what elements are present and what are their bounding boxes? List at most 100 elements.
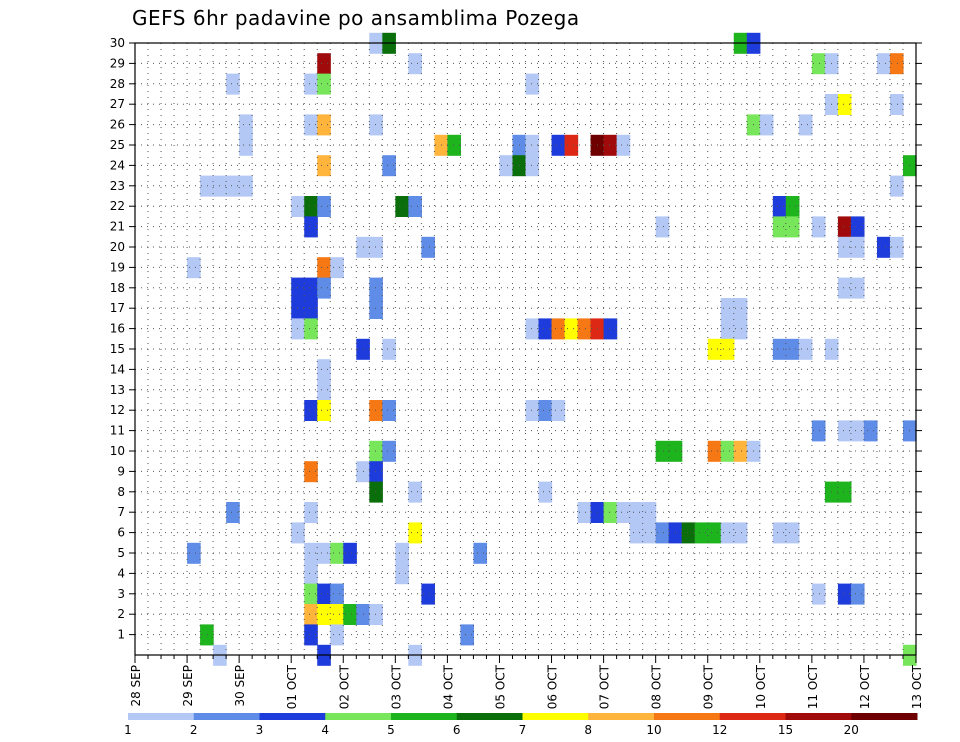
heatmap-cell	[317, 604, 331, 625]
heatmap-cell	[811, 53, 826, 75]
colorbar-label: 4	[321, 723, 329, 737]
colorbar-label: 10	[646, 723, 661, 737]
heatmap-cell	[577, 318, 592, 340]
heatmap-cell	[811, 216, 826, 238]
y-tick-label: 16	[110, 322, 125, 336]
colorbar-swatch	[654, 713, 721, 720]
heatmap-cell	[408, 481, 422, 503]
heatmap-cell	[369, 440, 383, 462]
heatmap-cell	[876, 53, 891, 75]
colorbar-label: 2	[190, 723, 198, 737]
heatmap-cell	[239, 114, 253, 136]
y-tick-label: 7	[117, 505, 125, 519]
heatmap-cell	[369, 461, 383, 483]
heatmap-cell	[837, 583, 852, 605]
heatmap-cell	[395, 563, 409, 585]
heatmap-cell	[200, 175, 214, 197]
colorbar-label: 3	[256, 723, 264, 737]
heatmap-cell	[369, 400, 383, 421]
heatmap-cell	[304, 318, 318, 340]
heatmap-cell	[304, 400, 318, 421]
heatmap-cell	[733, 298, 748, 319]
colorbar-swatch	[325, 713, 392, 720]
heatmap-cell	[226, 73, 240, 95]
heatmap-cell	[564, 318, 579, 340]
x-tick-label: 10 OCT	[754, 664, 768, 709]
y-tick-label: 30	[110, 36, 125, 50]
heatmap-cell	[551, 400, 566, 421]
heatmap-cell	[850, 583, 865, 605]
y-tick-label: 3	[117, 587, 125, 601]
heatmap-cell	[707, 522, 722, 544]
colorbar-swatch	[391, 713, 458, 720]
y-tick-label: 29	[110, 56, 125, 70]
heatmap-cell	[291, 318, 305, 340]
y-tick-label: 12	[110, 403, 125, 417]
heatmap-cell	[460, 624, 475, 646]
heatmap-cell	[720, 298, 735, 319]
heatmap-cell	[369, 604, 383, 625]
heatmap-cell	[733, 522, 748, 544]
colorbar-label: 1	[124, 723, 132, 737]
heatmap-cell	[317, 257, 331, 279]
x-tick-label: 30 SEP	[233, 665, 247, 707]
heatmap-cell	[603, 134, 618, 156]
heatmap-cell	[603, 502, 618, 523]
colorbar-swatch	[851, 713, 918, 720]
heatmap-cell	[330, 257, 344, 279]
heatmap-cell	[408, 522, 422, 544]
heatmap-cell	[395, 196, 409, 217]
heatmap-cell	[551, 318, 566, 340]
heatmap-cell	[317, 155, 331, 177]
heatmap-cell	[876, 236, 891, 258]
heatmap-cell	[525, 134, 540, 156]
colorbar-swatch	[259, 713, 326, 720]
heatmap-cell	[525, 73, 540, 95]
y-tick-label: 24	[110, 158, 125, 172]
heatmap-cell	[655, 216, 670, 238]
y-tick-label: 11	[110, 424, 125, 438]
heatmap-cell	[850, 216, 865, 238]
colorbar-label: 20	[844, 723, 859, 737]
heatmap-cell	[759, 114, 774, 136]
heatmap-cell	[304, 114, 318, 136]
heatmap-cell	[304, 624, 318, 646]
y-tick-label: 26	[110, 118, 125, 132]
x-tick-label: 06 OCT	[546, 664, 560, 709]
heatmap-cell	[304, 196, 318, 217]
x-tick-label: 07 OCT	[598, 664, 612, 709]
heatmap-cell	[720, 522, 735, 544]
heatmap-cell	[772, 196, 787, 217]
heatmap-cell	[785, 522, 800, 544]
heatmap-cell	[837, 216, 852, 238]
heatmap-cell	[408, 53, 422, 75]
heatmap-cell	[837, 277, 852, 299]
heatmap-cell	[187, 257, 201, 279]
heatmap-cell	[681, 522, 696, 544]
x-tick-label: 04 OCT	[441, 664, 455, 709]
heatmap-cell	[317, 400, 331, 421]
heatmap-cell	[538, 318, 553, 340]
heatmap-cell	[720, 338, 735, 360]
colorbar-label: 12	[712, 723, 727, 737]
y-tick-label: 9	[117, 464, 125, 478]
heatmap-cell	[395, 542, 409, 564]
y-tick-label: 21	[110, 220, 125, 234]
heatmap-cell	[616, 134, 631, 156]
heatmap-cell	[629, 522, 644, 544]
heatmap-cell	[317, 196, 331, 217]
colorbar-label: 5	[387, 723, 395, 737]
heatmap-cell	[707, 338, 722, 360]
heatmap-cell	[239, 175, 253, 197]
y-tick-label: 28	[110, 77, 125, 91]
x-tick-label: 13 OCT	[910, 664, 924, 709]
heatmap-cell	[720, 440, 735, 462]
y-tick-label: 8	[117, 485, 125, 499]
x-tick-label: 03 OCT	[389, 664, 403, 709]
heatmap-cell	[525, 155, 540, 177]
y-tick-label: 23	[110, 179, 125, 193]
colorbar-swatch	[522, 713, 589, 720]
heatmap-cell	[850, 420, 865, 442]
heatmap-cell	[837, 420, 852, 442]
y-tick-label: 19	[110, 260, 125, 274]
